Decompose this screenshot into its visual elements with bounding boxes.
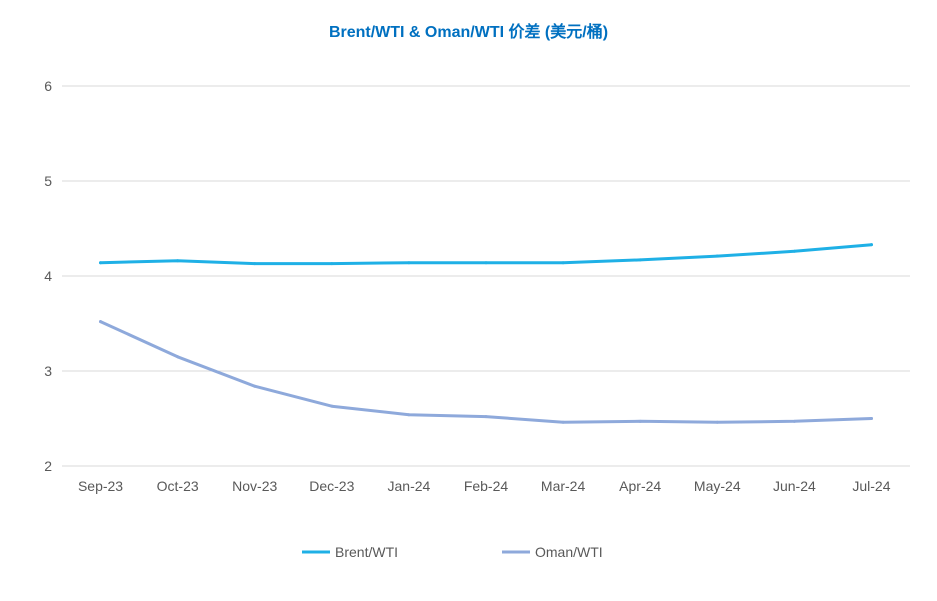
series-lines [99, 243, 873, 424]
data-point [715, 254, 719, 258]
legend-label: Oman/WTI [535, 544, 603, 560]
data-point [176, 355, 180, 359]
x-tick-label: Dec-23 [309, 478, 354, 494]
data-point [407, 261, 411, 265]
data-point [561, 420, 565, 424]
y-tick-label: 3 [44, 363, 52, 379]
x-tick-label: May-24 [694, 478, 741, 494]
y-tick-label: 5 [44, 173, 52, 189]
legend: Brent/WTI Oman/WTI [302, 544, 603, 560]
x-tick-label: Jul-24 [852, 478, 890, 494]
x-tick-label: Sep-23 [78, 478, 123, 494]
legend-label: Brent/WTI [335, 544, 398, 560]
data-point [176, 259, 180, 263]
x-tick-label: Nov-23 [232, 478, 277, 494]
chart-title: Brent/WTI & Oman/WTI 价差 (美元/桶) [328, 24, 609, 41]
x-tick-label: Jun-24 [773, 478, 816, 494]
data-point [869, 417, 873, 420]
y-tick-label: 4 [44, 268, 52, 284]
data-point [253, 262, 257, 266]
y-tick-label: 2 [44, 458, 52, 474]
y-tick-label: 6 [44, 78, 52, 94]
series-line-1 [99, 320, 873, 424]
data-point [99, 261, 103, 265]
series-line-0 [99, 243, 873, 266]
x-tick-label: Oct-23 [157, 478, 199, 494]
x-tick-label: Mar-24 [541, 478, 586, 494]
data-point [638, 258, 642, 262]
data-point [792, 249, 796, 253]
data-point [484, 415, 488, 419]
x-axis: Sep-23 Oct-23 Nov-23 Dec-23 Jan-24 Feb-24 Mar-… [78, 478, 891, 494]
data-point [484, 261, 488, 265]
x-tick-label: Feb-24 [464, 478, 509, 494]
data-point [330, 404, 334, 408]
data-point [407, 413, 411, 417]
data-point [869, 243, 873, 247]
data-point [715, 420, 719, 424]
data-point [253, 384, 257, 388]
y-axis: 2 3 4 5 6 [44, 78, 52, 474]
data-point [561, 261, 565, 265]
data-point [99, 320, 103, 324]
x-tick-label: Jan-24 [388, 478, 431, 494]
x-tick-label: Apr-24 [619, 478, 661, 494]
data-point [792, 419, 796, 423]
data-point [330, 262, 334, 266]
data-point [638, 419, 642, 423]
gridlines [62, 85, 910, 467]
